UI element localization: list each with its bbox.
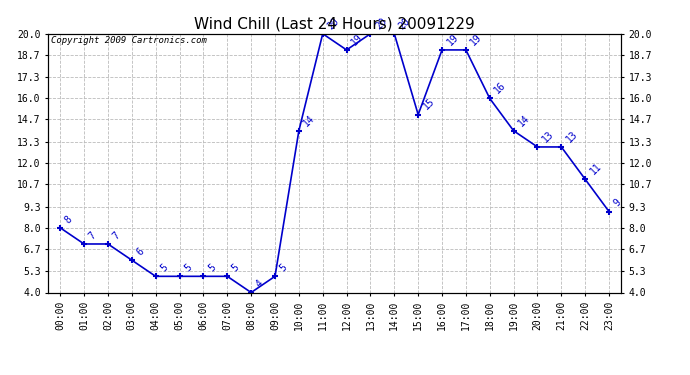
Text: 14: 14 (516, 112, 532, 128)
Text: 20: 20 (326, 16, 341, 31)
Text: Copyright 2009 Cartronics.com: Copyright 2009 Cartronics.com (51, 36, 207, 45)
Text: 5: 5 (278, 262, 289, 273)
Text: 15: 15 (421, 96, 436, 112)
Title: Wind Chill (Last 24 Hours) 20091229: Wind Chill (Last 24 Hours) 20091229 (195, 16, 475, 31)
Text: 8: 8 (63, 214, 75, 225)
Text: 5: 5 (206, 262, 217, 273)
Text: 16: 16 (493, 80, 508, 96)
Text: 7: 7 (87, 230, 98, 241)
Text: 13: 13 (540, 129, 555, 144)
Text: 7: 7 (110, 230, 122, 241)
Text: 5: 5 (182, 262, 194, 273)
Text: 9: 9 (612, 198, 623, 209)
Text: 19: 19 (349, 32, 365, 47)
Text: 20: 20 (397, 16, 413, 31)
Text: 11: 11 (588, 161, 603, 177)
Text: 19: 19 (469, 32, 484, 47)
Text: 4: 4 (254, 279, 265, 290)
Text: 13: 13 (564, 129, 580, 144)
Text: 6: 6 (135, 246, 146, 257)
Text: 14: 14 (302, 112, 317, 128)
Text: 19: 19 (445, 32, 460, 47)
Text: 5: 5 (230, 262, 241, 273)
Text: 20: 20 (373, 16, 388, 31)
Text: 5: 5 (159, 262, 170, 273)
